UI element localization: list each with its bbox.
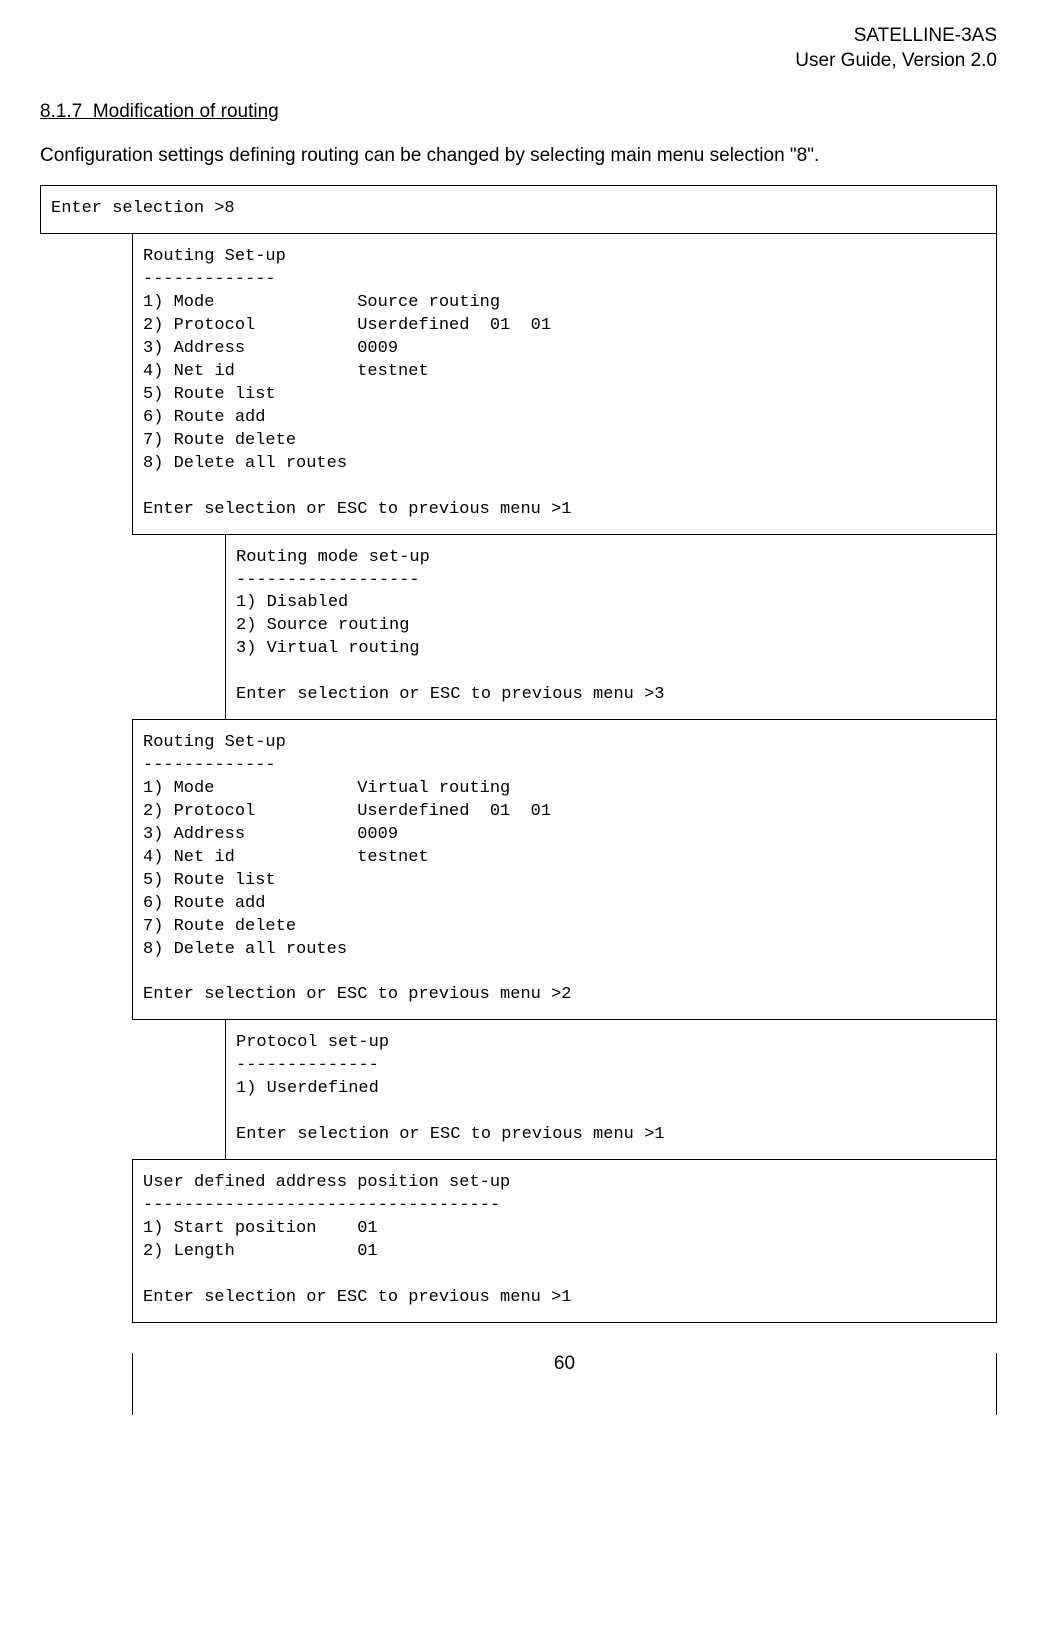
terminal-box-protocol-setup: Protocol set-up -------------- 1) Userde…: [225, 1019, 997, 1160]
header-product: SATELLINE-3AS: [40, 24, 997, 49]
page-header: SATELLINE-3AS User Guide, Version 2.0: [40, 24, 997, 73]
terminal-box-routing-setup-2: Routing Set-up ------------- 1) Mode Vir…: [132, 719, 997, 1020]
header-subtitle: User Guide, Version 2.0: [40, 49, 997, 74]
page-number: 60: [133, 1353, 996, 1375]
terminal-box-address-position: User defined address position set-up ---…: [132, 1159, 997, 1323]
terminal-box-routing-setup-1: Routing Set-up ------------- 1) Mode Sou…: [132, 234, 997, 534]
section-title: Modification of routing: [93, 101, 279, 122]
terminal-stack: Enter selection >8 Routing Set-up ------…: [40, 185, 997, 1414]
terminal-text: Routing Set-up ------------- 1) Mode Vir…: [133, 720, 996, 1019]
section-number: 8.1.7: [40, 101, 82, 122]
intro-paragraph: Configuration settings defining routing …: [40, 145, 997, 167]
terminal-text: Routing Set-up ------------- 1) Mode Sou…: [133, 234, 996, 533]
terminal-box-routing-mode: Routing mode set-up ------------------ 1…: [225, 534, 997, 721]
terminal-box-enter-selection: Enter selection >8: [40, 185, 997, 234]
terminal-text: User defined address position set-up ---…: [133, 1160, 996, 1322]
terminal-text: Routing mode set-up ------------------ 1…: [226, 535, 996, 720]
terminal-text: Enter selection >8: [41, 186, 996, 233]
document-page: SATELLINE-3AS User Guide, Version 2.0 8.…: [0, 0, 1037, 1435]
terminal-text: Protocol set-up -------------- 1) Userde…: [226, 1020, 996, 1159]
section-heading: 8.1.7 Modification of routing: [40, 101, 997, 123]
terminal-box-trailing: 60: [132, 1353, 997, 1415]
